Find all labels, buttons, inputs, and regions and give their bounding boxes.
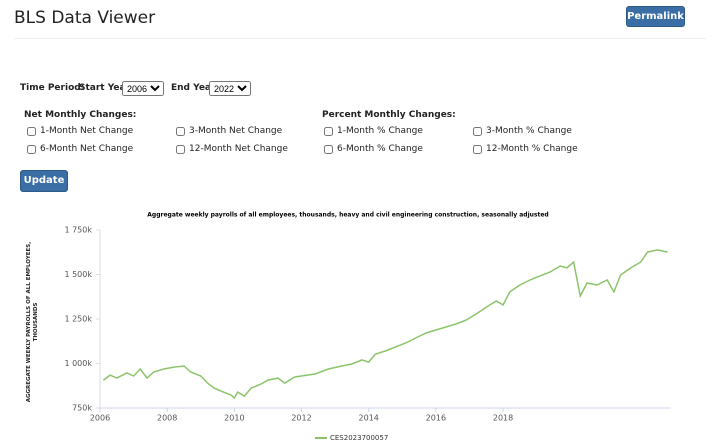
checkbox-option[interactable]: 6-Month Net Change — [27, 144, 133, 154]
y-tick-label: 750k — [72, 404, 92, 413]
checkbox-option[interactable]: 1-Month Net Change — [27, 126, 133, 136]
permalink-button[interactable]: Permalink — [626, 6, 685, 27]
chart-title: Aggregate weekly payrolls of all employe… — [147, 212, 548, 219]
checkbox-label: 3-Month Net Change — [189, 126, 283, 136]
checkbox[interactable] — [176, 144, 185, 154]
update-button[interactable]: Update — [20, 170, 68, 192]
x-tick-label: 2016 — [426, 414, 446, 423]
net-heading: Net Monthly Changes: — [24, 110, 137, 120]
checkbox-option[interactable]: 12-Month % Change — [473, 144, 578, 154]
data-line — [102, 249, 668, 400]
end-year-select[interactable]: 2022 — [209, 81, 251, 96]
x-tick-label: 2008 — [157, 414, 177, 423]
x-tick-label: 2018 — [493, 414, 513, 423]
start-year-select[interactable]: 2006 — [122, 81, 164, 96]
checkbox[interactable] — [27, 126, 36, 136]
page-title: BLS Data Viewer — [14, 8, 156, 28]
checkbox-label: 3-Month % Change — [486, 126, 572, 136]
percent-heading: Percent Monthly Changes: — [322, 110, 456, 120]
y-tick-label: 1 000k — [64, 359, 92, 368]
x-tick-label: 2012 — [291, 414, 311, 423]
checkbox-label: 6-Month Net Change — [40, 144, 134, 154]
checkbox[interactable] — [324, 126, 333, 136]
y-tick-label: 1 500k — [64, 270, 92, 279]
chart: Aggregate weekly payrolls of all employe… — [64, 212, 671, 442]
checkbox-option[interactable]: 1-Month % Change — [324, 126, 423, 136]
checkbox-label: 6-Month % Change — [337, 144, 423, 154]
checkbox-option[interactable]: 3-Month % Change — [473, 126, 572, 136]
checkbox[interactable] — [27, 144, 36, 154]
x-tick-label: 2014 — [359, 414, 379, 423]
x-tick-label: 2010 — [224, 414, 244, 423]
y-tick-label: 1 250k — [64, 315, 92, 324]
checkbox[interactable] — [324, 144, 333, 154]
checkbox-label: 1-Month Net Change — [40, 126, 134, 136]
legend-label: CES2023700057 — [330, 434, 388, 442]
checkbox[interactable] — [176, 126, 185, 136]
checkbox[interactable] — [473, 144, 482, 154]
end-year-label: End Year: — [171, 83, 220, 93]
start-year-label: Start Year: — [79, 83, 134, 93]
checkbox-label: 1-Month % Change — [337, 126, 423, 136]
checkbox[interactable] — [473, 126, 482, 136]
checkbox-option[interactable]: 12-Month Net Change — [176, 144, 288, 154]
checkbox-label: 12-Month % Change — [486, 144, 578, 154]
checkbox-option[interactable]: 6-Month % Change — [324, 144, 423, 154]
checkbox-label: 12-Month Net Change — [189, 144, 288, 154]
divider — [14, 38, 706, 39]
time-period-label: Time Period: — [20, 83, 85, 93]
x-tick-label: 2006 — [90, 414, 110, 423]
y-tick-label: 1 750k — [64, 226, 92, 235]
checkbox-option[interactable]: 3-Month Net Change — [176, 126, 282, 136]
